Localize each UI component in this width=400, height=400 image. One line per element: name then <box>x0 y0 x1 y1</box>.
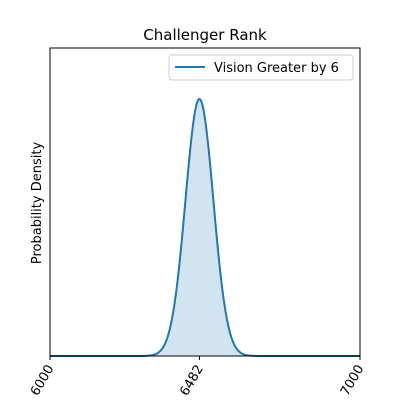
legend-label: Vision Greater by 6 <box>214 61 339 76</box>
plot-area <box>50 97 360 357</box>
x-axis-ticks: 6000 6482 7000 <box>28 356 368 399</box>
legend-box <box>168 54 354 81</box>
y-axis-label: Probability Density <box>30 142 45 265</box>
legend: Vision Greater by 6 <box>168 54 354 81</box>
density-fill-area <box>50 99 360 357</box>
x-tick-label: 6000 <box>28 363 58 399</box>
x-tick-label: 7000 <box>338 363 368 399</box>
x-tick-label: 6482 <box>177 363 207 399</box>
plot-frame <box>49 47 361 357</box>
chart-title: Challenger Rank <box>143 26 267 44</box>
